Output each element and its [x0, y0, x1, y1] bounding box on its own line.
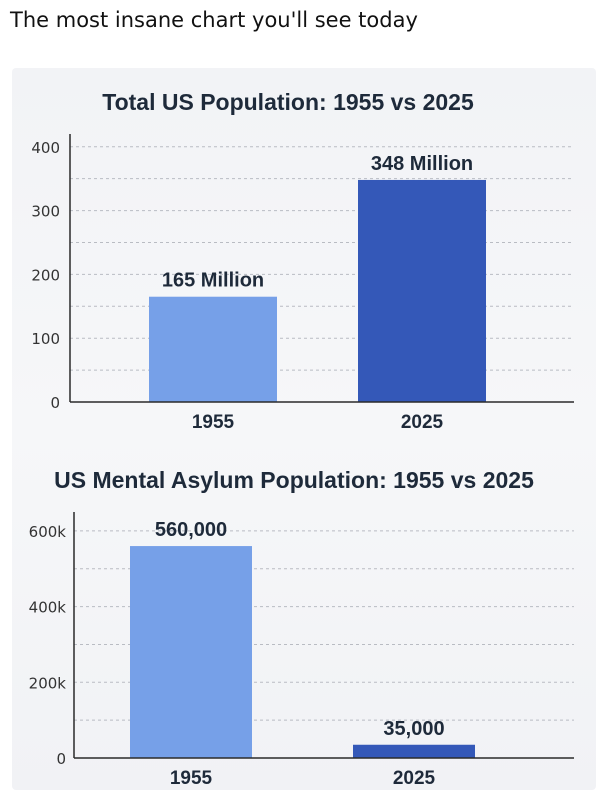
asylum-data-labels: 560,000 35,000	[155, 519, 445, 740]
asylum-x-tick-label: 1955	[170, 768, 213, 789]
population-bar-1955	[149, 296, 277, 402]
asylum-chart: US Mental Asylum Population: 1955 vs 202…	[29, 467, 574, 789]
population-y-ticks: 0 100 200 300 400	[31, 139, 60, 412]
asylum-bar-2025	[353, 744, 475, 758]
asylum-y-tick-label: 400k	[29, 599, 67, 617]
population-bar-2025	[358, 179, 486, 402]
asylum-x-tick-label: 2025	[393, 768, 436, 789]
asylum-y-tick-label: 600k	[29, 523, 67, 541]
population-chart-title: Total US Population: 1955 vs 2025	[102, 89, 474, 115]
chart-card	[12, 68, 596, 790]
asylum-y-ticks: 0 200k 400k 600k	[29, 523, 67, 768]
population-y-tick-label: 0	[50, 394, 60, 412]
asylum-gridlines	[74, 530, 574, 721]
asylum-data-label: 35,000	[383, 718, 444, 740]
population-y-tick-label: 100	[31, 330, 60, 348]
population-y-tick-label: 400	[31, 139, 60, 157]
population-data-labels: 165 Million 348 Million	[162, 153, 473, 292]
population-chart: Total US Population: 1955 vs 2025 0 100 20…	[31, 89, 574, 433]
asylum-x-ticks: 1955 2025	[170, 768, 436, 789]
population-y-tick-label: 300	[31, 203, 60, 221]
population-x-tick-label: 1955	[192, 412, 235, 433]
population-data-label: 348 Million	[371, 153, 473, 175]
asylum-bar-1955	[130, 546, 252, 758]
population-x-ticks: 1955 2025	[192, 412, 444, 433]
post-title: The most insane chart you'll see today	[10, 8, 418, 32]
asylum-chart-title: US Mental Asylum Population: 1955 vs 202…	[54, 467, 534, 493]
asylum-y-tick-label: 200k	[29, 674, 67, 692]
asylum-y-tick-label: 0	[56, 750, 66, 768]
population-y-tick-label: 200	[31, 266, 60, 284]
population-gridlines	[70, 146, 574, 371]
asylum-data-label: 560,000	[155, 519, 227, 541]
population-x-tick-label: 2025	[401, 412, 444, 433]
population-data-label: 165 Million	[162, 270, 264, 292]
population-bars	[149, 179, 486, 402]
asylum-bars	[130, 546, 475, 758]
